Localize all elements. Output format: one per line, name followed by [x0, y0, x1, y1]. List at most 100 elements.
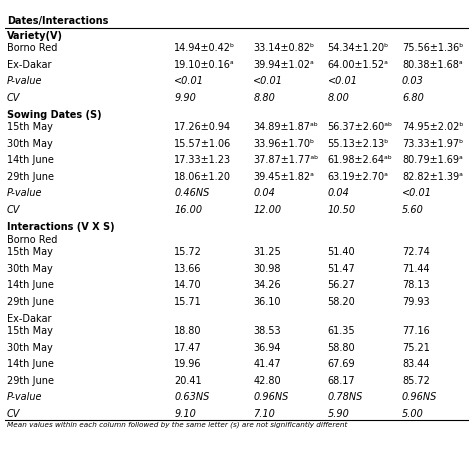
Text: 54.34±1.20ᵇ: 54.34±1.20ᵇ: [328, 43, 389, 53]
Text: 0.03: 0.03: [402, 76, 424, 86]
Text: 58.80: 58.80: [328, 343, 355, 353]
Text: 41.47: 41.47: [253, 359, 281, 369]
Text: 16.00: 16.00: [174, 205, 202, 215]
Text: 9.90: 9.90: [174, 93, 196, 103]
Text: 80.38±1.68ᵃ: 80.38±1.68ᵃ: [402, 60, 463, 70]
Text: 15th May: 15th May: [7, 247, 53, 257]
Text: 67.69: 67.69: [328, 359, 355, 369]
Text: 14th June: 14th June: [7, 359, 54, 369]
Text: 51.40: 51.40: [328, 247, 355, 257]
Text: 5.90: 5.90: [328, 409, 349, 419]
Text: 79.93: 79.93: [402, 297, 429, 307]
Text: 30.98: 30.98: [253, 264, 281, 273]
Text: 12.00: 12.00: [253, 205, 282, 215]
Text: 36.10: 36.10: [253, 297, 281, 307]
Text: 18.06±1.20: 18.06±1.20: [174, 172, 231, 182]
Text: P-value: P-value: [7, 76, 43, 86]
Text: 56.37±2.60ᵃᵇ: 56.37±2.60ᵃᵇ: [328, 122, 392, 132]
Text: 17.47: 17.47: [174, 343, 202, 353]
Text: Interactions (V X S): Interactions (V X S): [7, 222, 115, 232]
Text: 10.50: 10.50: [328, 205, 356, 215]
Text: 29th June: 29th June: [7, 172, 54, 182]
Text: 38.53: 38.53: [253, 326, 281, 336]
Text: 19.10±0.16ᵃ: 19.10±0.16ᵃ: [174, 60, 235, 70]
Text: 8.00: 8.00: [328, 93, 349, 103]
Text: 6.80: 6.80: [402, 93, 424, 103]
Text: 7.10: 7.10: [253, 409, 275, 419]
Text: 18.80: 18.80: [174, 326, 202, 336]
Text: <0.01: <0.01: [402, 188, 432, 198]
Text: 5.60: 5.60: [402, 205, 424, 215]
Text: 36.94: 36.94: [253, 343, 281, 353]
Text: 30th May: 30th May: [7, 264, 53, 273]
Text: P-value: P-value: [7, 188, 43, 198]
Text: 0.63NS: 0.63NS: [174, 392, 210, 402]
Text: Borno Red: Borno Red: [7, 43, 57, 53]
Text: 15th May: 15th May: [7, 326, 53, 336]
Text: 55.13±2.13ᵇ: 55.13±2.13ᵇ: [328, 139, 389, 149]
Text: 20.41: 20.41: [174, 376, 202, 386]
Text: 64.00±1.52ᵃ: 64.00±1.52ᵃ: [328, 60, 389, 70]
Text: Ex-Dakar: Ex-Dakar: [7, 314, 52, 324]
Text: 8.80: 8.80: [253, 93, 275, 103]
Text: CV: CV: [7, 205, 20, 215]
Text: 13.66: 13.66: [174, 264, 202, 273]
Text: 74.95±2.02ᵇ: 74.95±2.02ᵇ: [402, 122, 464, 132]
Text: 30th May: 30th May: [7, 139, 53, 149]
Text: 19.96: 19.96: [174, 359, 202, 369]
Text: 15.57±1.06: 15.57±1.06: [174, 139, 231, 149]
Text: 61.98±2.64ᵃᵇ: 61.98±2.64ᵃᵇ: [328, 155, 392, 165]
Text: 15.72: 15.72: [174, 247, 202, 257]
Text: 85.72: 85.72: [402, 376, 430, 386]
Text: Sowing Dates (S): Sowing Dates (S): [7, 109, 102, 120]
Text: P-value: P-value: [7, 392, 43, 402]
Text: 63.19±2.70ᵃ: 63.19±2.70ᵃ: [328, 172, 389, 182]
Text: Dates/Interactions: Dates/Interactions: [7, 17, 109, 27]
Text: 39.94±1.02ᵃ: 39.94±1.02ᵃ: [253, 60, 314, 70]
Text: 0.04: 0.04: [328, 188, 349, 198]
Text: 17.26±0.94: 17.26±0.94: [174, 122, 231, 132]
Text: 78.13: 78.13: [402, 280, 429, 290]
Text: 9.10: 9.10: [174, 409, 196, 419]
Text: 39.45±1.82ᵃ: 39.45±1.82ᵃ: [253, 172, 314, 182]
Text: 15.71: 15.71: [174, 297, 202, 307]
Text: 0.46NS: 0.46NS: [174, 188, 210, 198]
Text: 34.26: 34.26: [253, 280, 281, 290]
Text: CV: CV: [7, 93, 20, 103]
Text: 73.33±1.97ᵇ: 73.33±1.97ᵇ: [402, 139, 463, 149]
Text: <0.01: <0.01: [328, 76, 357, 86]
Text: 71.44: 71.44: [402, 264, 429, 273]
Text: 33.14±0.82ᵇ: 33.14±0.82ᵇ: [253, 43, 314, 53]
Text: 30th May: 30th May: [7, 343, 53, 353]
Text: 80.79±1.69ᵃ: 80.79±1.69ᵃ: [402, 155, 463, 165]
Text: 14.70: 14.70: [174, 280, 202, 290]
Text: 61.35: 61.35: [328, 326, 355, 336]
Text: Variety(V): Variety(V): [7, 31, 63, 41]
Text: 0.04: 0.04: [253, 188, 275, 198]
Text: 51.47: 51.47: [328, 264, 356, 273]
Text: 82.82±1.39ᵃ: 82.82±1.39ᵃ: [402, 172, 463, 182]
Text: 31.25: 31.25: [253, 247, 281, 257]
Text: 14.94±0.42ᵇ: 14.94±0.42ᵇ: [174, 43, 236, 53]
Text: Ex-Dakar: Ex-Dakar: [7, 60, 52, 70]
Text: 14th June: 14th June: [7, 280, 54, 290]
Text: Borno Red: Borno Red: [7, 235, 57, 245]
Text: 68.17: 68.17: [328, 376, 355, 386]
Text: 34.89±1.87ᵃᵇ: 34.89±1.87ᵃᵇ: [253, 122, 318, 132]
Text: 0.96NS: 0.96NS: [253, 392, 289, 402]
Text: 58.20: 58.20: [328, 297, 356, 307]
Text: 75.21: 75.21: [402, 343, 430, 353]
Text: 0.96NS: 0.96NS: [402, 392, 438, 402]
Text: 75.56±1.36ᵇ: 75.56±1.36ᵇ: [402, 43, 463, 53]
Text: 29th June: 29th June: [7, 376, 54, 386]
Text: 83.44: 83.44: [402, 359, 429, 369]
Text: 0.78NS: 0.78NS: [328, 392, 363, 402]
Text: CV: CV: [7, 409, 20, 419]
Text: 33.96±1.70ᵇ: 33.96±1.70ᵇ: [253, 139, 314, 149]
Text: 37.87±1.77ᵃᵇ: 37.87±1.77ᵃᵇ: [253, 155, 319, 165]
Text: 56.27: 56.27: [328, 280, 356, 290]
Text: 14th June: 14th June: [7, 155, 54, 165]
Text: 17.33±1.23: 17.33±1.23: [174, 155, 231, 165]
Text: 5.00: 5.00: [402, 409, 424, 419]
Text: Mean values within each column followed by the same letter (s) are not significa: Mean values within each column followed …: [7, 421, 347, 428]
